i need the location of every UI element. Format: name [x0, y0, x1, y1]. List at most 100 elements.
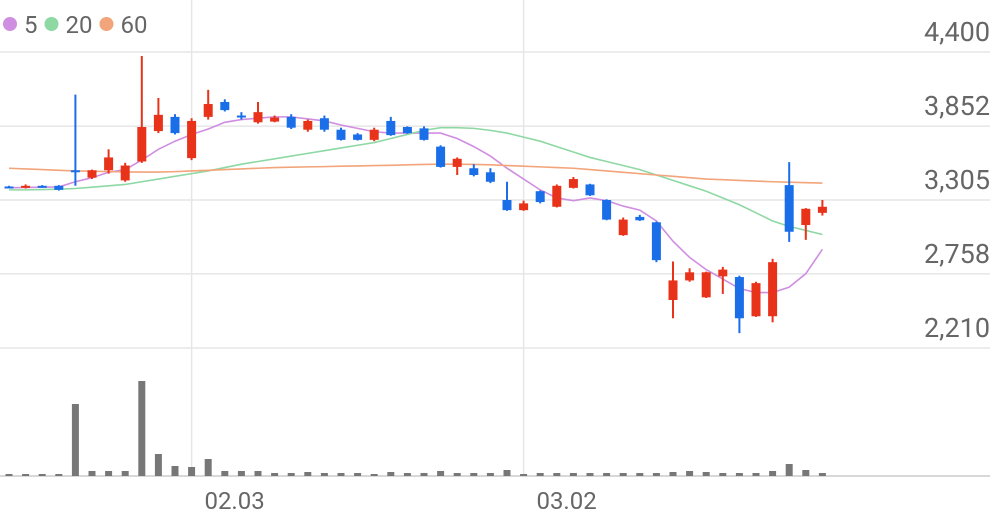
candle-body — [54, 185, 64, 190]
volume-bar — [553, 473, 561, 476]
volume-bar — [652, 473, 660, 476]
volume-bar — [121, 471, 129, 476]
candle-body — [751, 283, 761, 317]
volume-bar — [154, 454, 162, 476]
candle-body — [452, 158, 462, 167]
volume-bar — [470, 473, 478, 476]
volume-bar — [55, 474, 63, 476]
candle-body — [153, 114, 163, 132]
candle-body — [485, 172, 495, 182]
candle-body — [220, 102, 230, 111]
candle-body — [552, 185, 562, 207]
volume-bar — [769, 471, 777, 476]
candle-body — [618, 219, 628, 236]
candle-body — [236, 115, 246, 118]
candle-body — [21, 185, 31, 188]
volume-bar — [818, 473, 826, 476]
candle-body — [203, 104, 213, 117]
candle-body — [187, 120, 197, 159]
candle-body — [419, 128, 429, 140]
x-tick-label: 02.03 — [204, 487, 264, 515]
volume-bar — [271, 473, 279, 476]
volume-bar — [254, 471, 262, 476]
volume-bar — [486, 473, 494, 476]
candle-body — [701, 272, 711, 298]
volume-bar — [520, 474, 528, 476]
ma-line — [8, 163, 823, 184]
volume-bar — [569, 473, 577, 476]
y-tick-label: 4,400 — [924, 16, 990, 48]
candle-body — [87, 170, 97, 178]
volume-bar — [636, 473, 644, 476]
legend-label: 60 — [120, 11, 147, 39]
volume-bar — [5, 474, 13, 476]
volume-bar — [686, 471, 694, 476]
candle-body — [585, 184, 595, 196]
volume-bar — [420, 473, 428, 476]
volume-bar — [287, 473, 295, 476]
candle-body — [469, 168, 479, 175]
candle-body — [369, 129, 379, 140]
candle-body — [4, 186, 14, 189]
volume-bar — [304, 472, 312, 476]
candle-body — [286, 116, 296, 128]
candle-body — [685, 272, 695, 281]
candle-body — [602, 200, 612, 220]
volume-bar — [785, 464, 793, 476]
candle-body — [336, 129, 346, 140]
candle-body — [436, 146, 446, 167]
candle-body — [651, 222, 661, 261]
volume-bar — [204, 459, 212, 476]
ma-line — [8, 116, 824, 294]
candle-body — [104, 157, 114, 171]
volume-bar — [437, 471, 445, 476]
candle-body — [718, 269, 728, 277]
volume-bar — [38, 474, 46, 476]
legend-label: 5 — [24, 11, 38, 39]
candle-body — [170, 116, 180, 134]
candle-body — [303, 120, 313, 130]
volume-bar — [453, 473, 461, 476]
candle-body — [734, 277, 744, 319]
legend-label: 20 — [66, 11, 93, 39]
volume-bar — [237, 471, 245, 476]
candle-body — [568, 179, 578, 188]
volume-bar — [337, 473, 345, 476]
candle-body — [817, 206, 827, 213]
volume-bar — [735, 473, 743, 476]
y-tick-label: 3,852 — [924, 90, 990, 122]
volume-bar — [221, 471, 229, 476]
candle-body — [502, 200, 512, 211]
legend-swatch — [44, 17, 59, 31]
volume-bar — [105, 471, 113, 476]
candle-body — [253, 112, 263, 123]
candle-body — [768, 262, 778, 317]
volume-bar — [71, 404, 79, 476]
volume-bar — [752, 473, 760, 476]
candle-body — [402, 127, 412, 134]
candle-body — [386, 120, 396, 136]
volume-bar — [603, 473, 611, 476]
volume-bar — [320, 473, 328, 476]
volume-bar — [669, 472, 677, 476]
volume-bar — [138, 381, 146, 476]
candle-body — [635, 216, 645, 221]
candle-body — [801, 208, 811, 226]
candle-body — [270, 117, 280, 122]
volume-bar — [354, 473, 362, 476]
volume-bar — [387, 472, 395, 476]
candle-body — [535, 191, 545, 203]
volume-bar — [370, 474, 378, 476]
y-tick-label: 3,305 — [924, 164, 990, 196]
legend-swatch — [3, 17, 17, 31]
candle-body — [668, 280, 678, 301]
volume-bar — [171, 466, 179, 476]
candle-body — [120, 165, 130, 181]
volume-bar — [802, 470, 810, 476]
volume-bar — [403, 473, 411, 476]
volume-bar — [88, 471, 96, 476]
volume-bar — [702, 472, 710, 476]
x-tick-label: 03.02 — [536, 487, 596, 515]
y-tick-label: 2,210 — [924, 312, 990, 344]
